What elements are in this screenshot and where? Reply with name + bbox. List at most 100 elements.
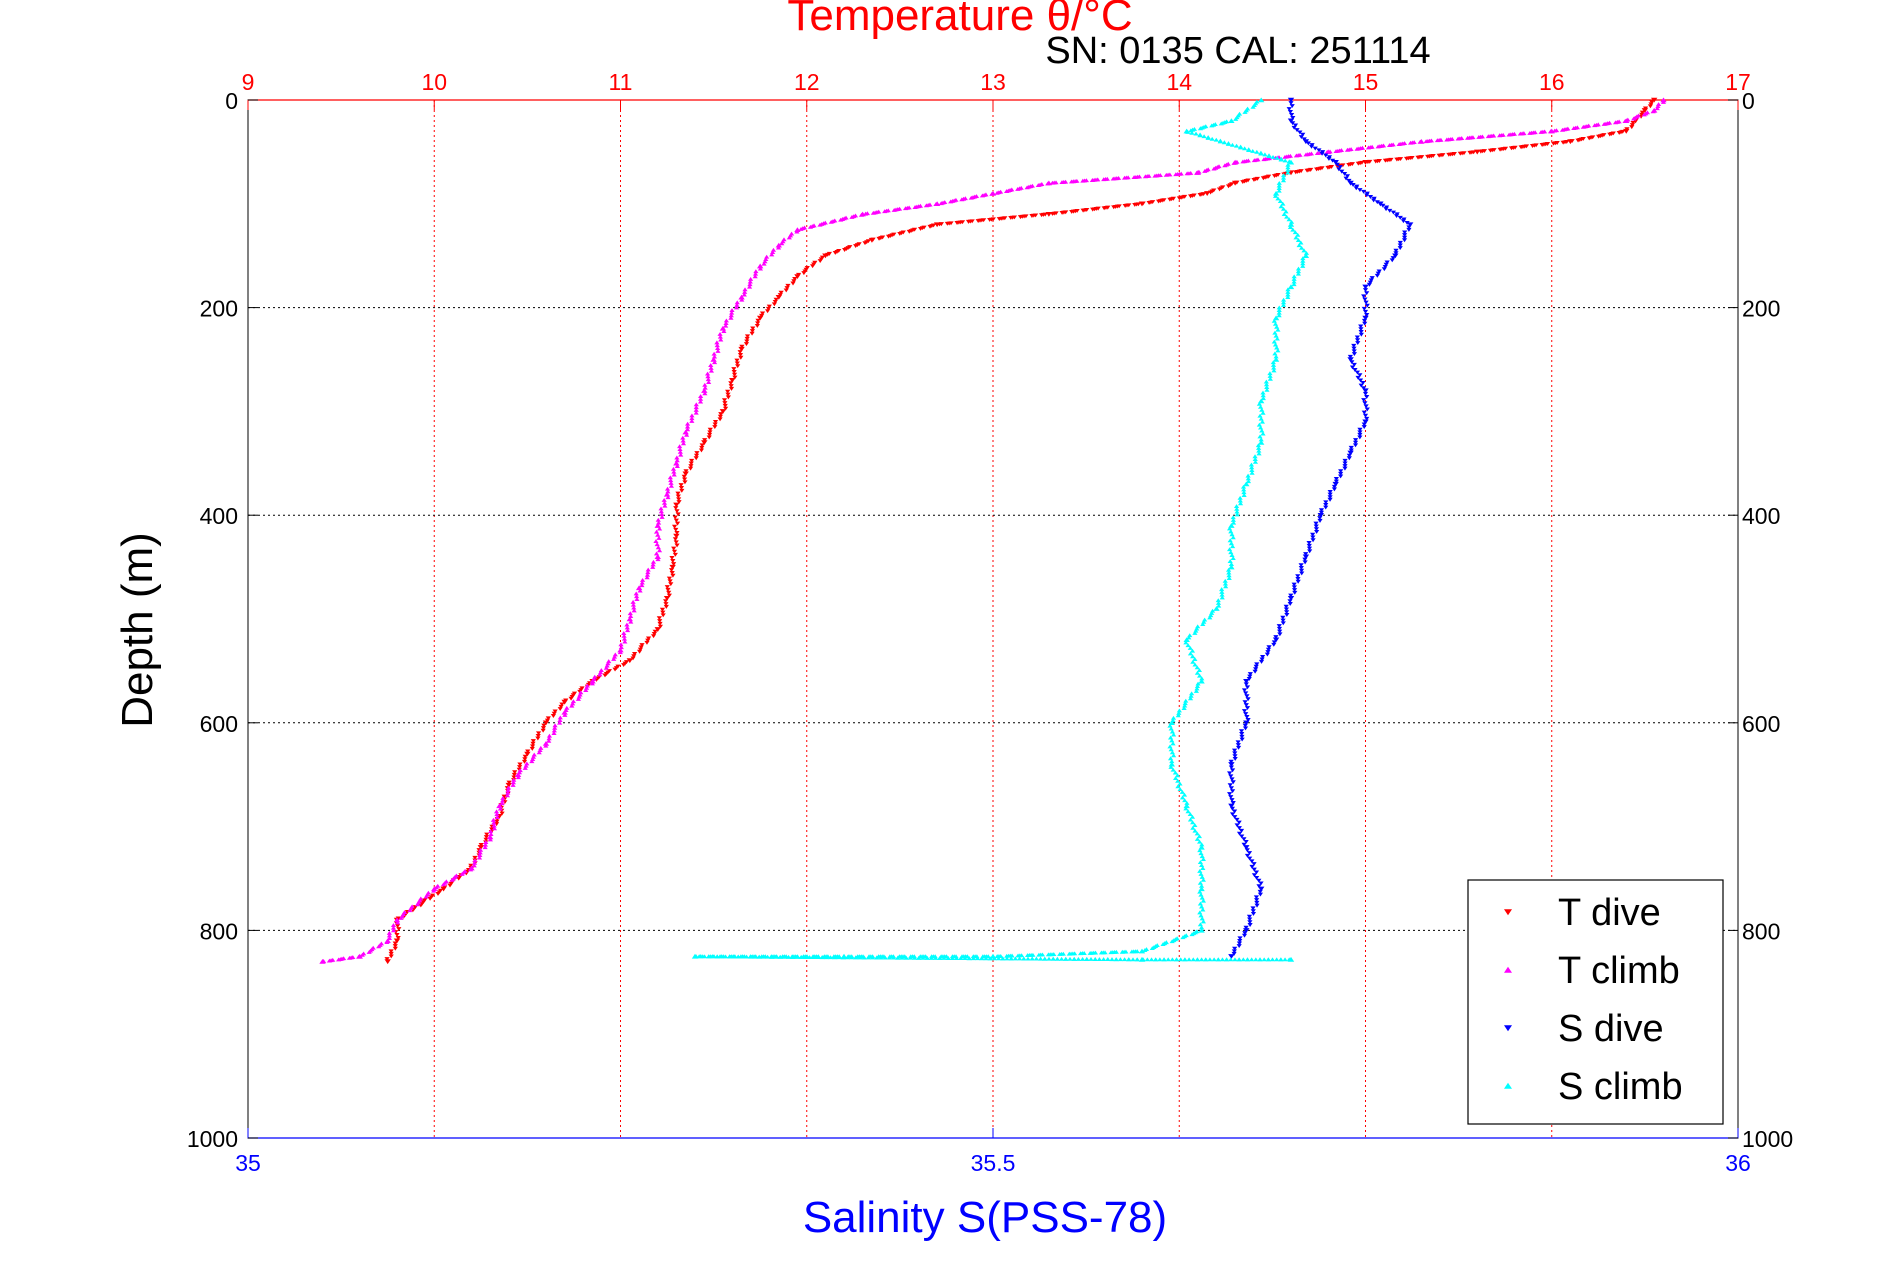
data-point [1230, 780, 1236, 785]
data-point [1252, 454, 1258, 459]
depth-tick-label-right: 200 [1742, 296, 1780, 322]
data-point [674, 455, 680, 460]
data-point [802, 955, 808, 959]
data-point [777, 954, 783, 959]
data-point [1355, 375, 1361, 380]
data-point [1241, 490, 1247, 495]
data-point [1140, 957, 1146, 962]
data-point [941, 956, 947, 960]
data-point [858, 212, 865, 217]
data-point [663, 596, 671, 601]
data-point [1253, 895, 1260, 900]
data-point [1272, 193, 1279, 198]
data-point [1650, 109, 1656, 114]
data-point [844, 955, 850, 960]
data-point [535, 733, 541, 738]
data-point [1226, 573, 1232, 578]
data-point [1580, 124, 1586, 129]
data-point [1045, 952, 1052, 957]
data-point [488, 829, 494, 834]
data-point [483, 840, 489, 844]
data-point [1192, 662, 1198, 667]
data-point [1403, 156, 1410, 161]
data-point [1508, 146, 1515, 151]
data-point [697, 954, 703, 959]
data-point [1361, 294, 1367, 299]
data-point [592, 674, 598, 679]
data-point [1121, 175, 1128, 180]
data-point [630, 602, 637, 607]
data-point [1338, 471, 1344, 476]
data-point [1172, 770, 1178, 775]
data-point [1227, 526, 1233, 531]
data-point [1353, 438, 1359, 443]
data-point [1348, 448, 1354, 453]
data-point [1352, 443, 1359, 448]
data-point [1045, 181, 1051, 186]
data-point [1227, 559, 1233, 563]
data-point [657, 624, 663, 629]
data-point [785, 283, 791, 288]
data-point [731, 367, 737, 372]
data-point [1233, 116, 1239, 121]
data-point [1287, 225, 1294, 229]
data-point [665, 587, 671, 592]
data-point [1194, 831, 1200, 836]
data-point [1243, 845, 1250, 850]
data-point [633, 594, 640, 599]
data-point [499, 798, 506, 803]
data-point [1241, 493, 1247, 497]
data-point [1351, 349, 1357, 354]
serial-calibration-label: SN: 0135 CAL: 251114 [1045, 30, 1430, 72]
data-point [569, 703, 575, 708]
data-point [1156, 199, 1162, 204]
data-point [1182, 957, 1188, 962]
data-point [1258, 416, 1264, 421]
data-point [1323, 153, 1329, 158]
data-point [501, 794, 507, 799]
data-point [1197, 193, 1203, 197]
data-point [897, 231, 903, 236]
data-point [1282, 158, 1288, 163]
data-point [1235, 743, 1241, 748]
data-point [1272, 330, 1278, 335]
data-point [1287, 599, 1293, 604]
data-point [1354, 338, 1361, 343]
data-point [1362, 413, 1369, 418]
data-point [1660, 99, 1667, 104]
data-point [1168, 747, 1174, 752]
data-point [1101, 957, 1107, 962]
data-point [849, 214, 855, 219]
data-point [1231, 809, 1238, 814]
data-point [1317, 516, 1323, 521]
data-point [1497, 133, 1503, 138]
data-point [668, 568, 675, 573]
data-point [1247, 856, 1253, 861]
data-point [1278, 957, 1284, 962]
data-point [1170, 715, 1177, 720]
data-point [1200, 622, 1206, 627]
data-point [635, 585, 643, 591]
data-point [1339, 169, 1345, 174]
data-point [677, 447, 683, 451]
data-point [1277, 632, 1283, 637]
data-point [1323, 503, 1329, 507]
data-point [1434, 138, 1440, 143]
data-point [1350, 182, 1356, 187]
data-point [1239, 737, 1245, 742]
data-point [717, 331, 723, 336]
data-point [1300, 132, 1306, 137]
data-point [602, 673, 608, 678]
data-point [1192, 823, 1198, 828]
data-point [1393, 248, 1399, 253]
data-point [1236, 957, 1242, 962]
data-point [1298, 565, 1304, 570]
data-point [1285, 170, 1291, 175]
data-point [710, 356, 717, 362]
data-point [1387, 208, 1393, 213]
data-point [1362, 309, 1369, 314]
data-point [1629, 123, 1636, 127]
data-point [488, 832, 494, 836]
data-point [542, 741, 550, 746]
data-point [728, 315, 734, 320]
